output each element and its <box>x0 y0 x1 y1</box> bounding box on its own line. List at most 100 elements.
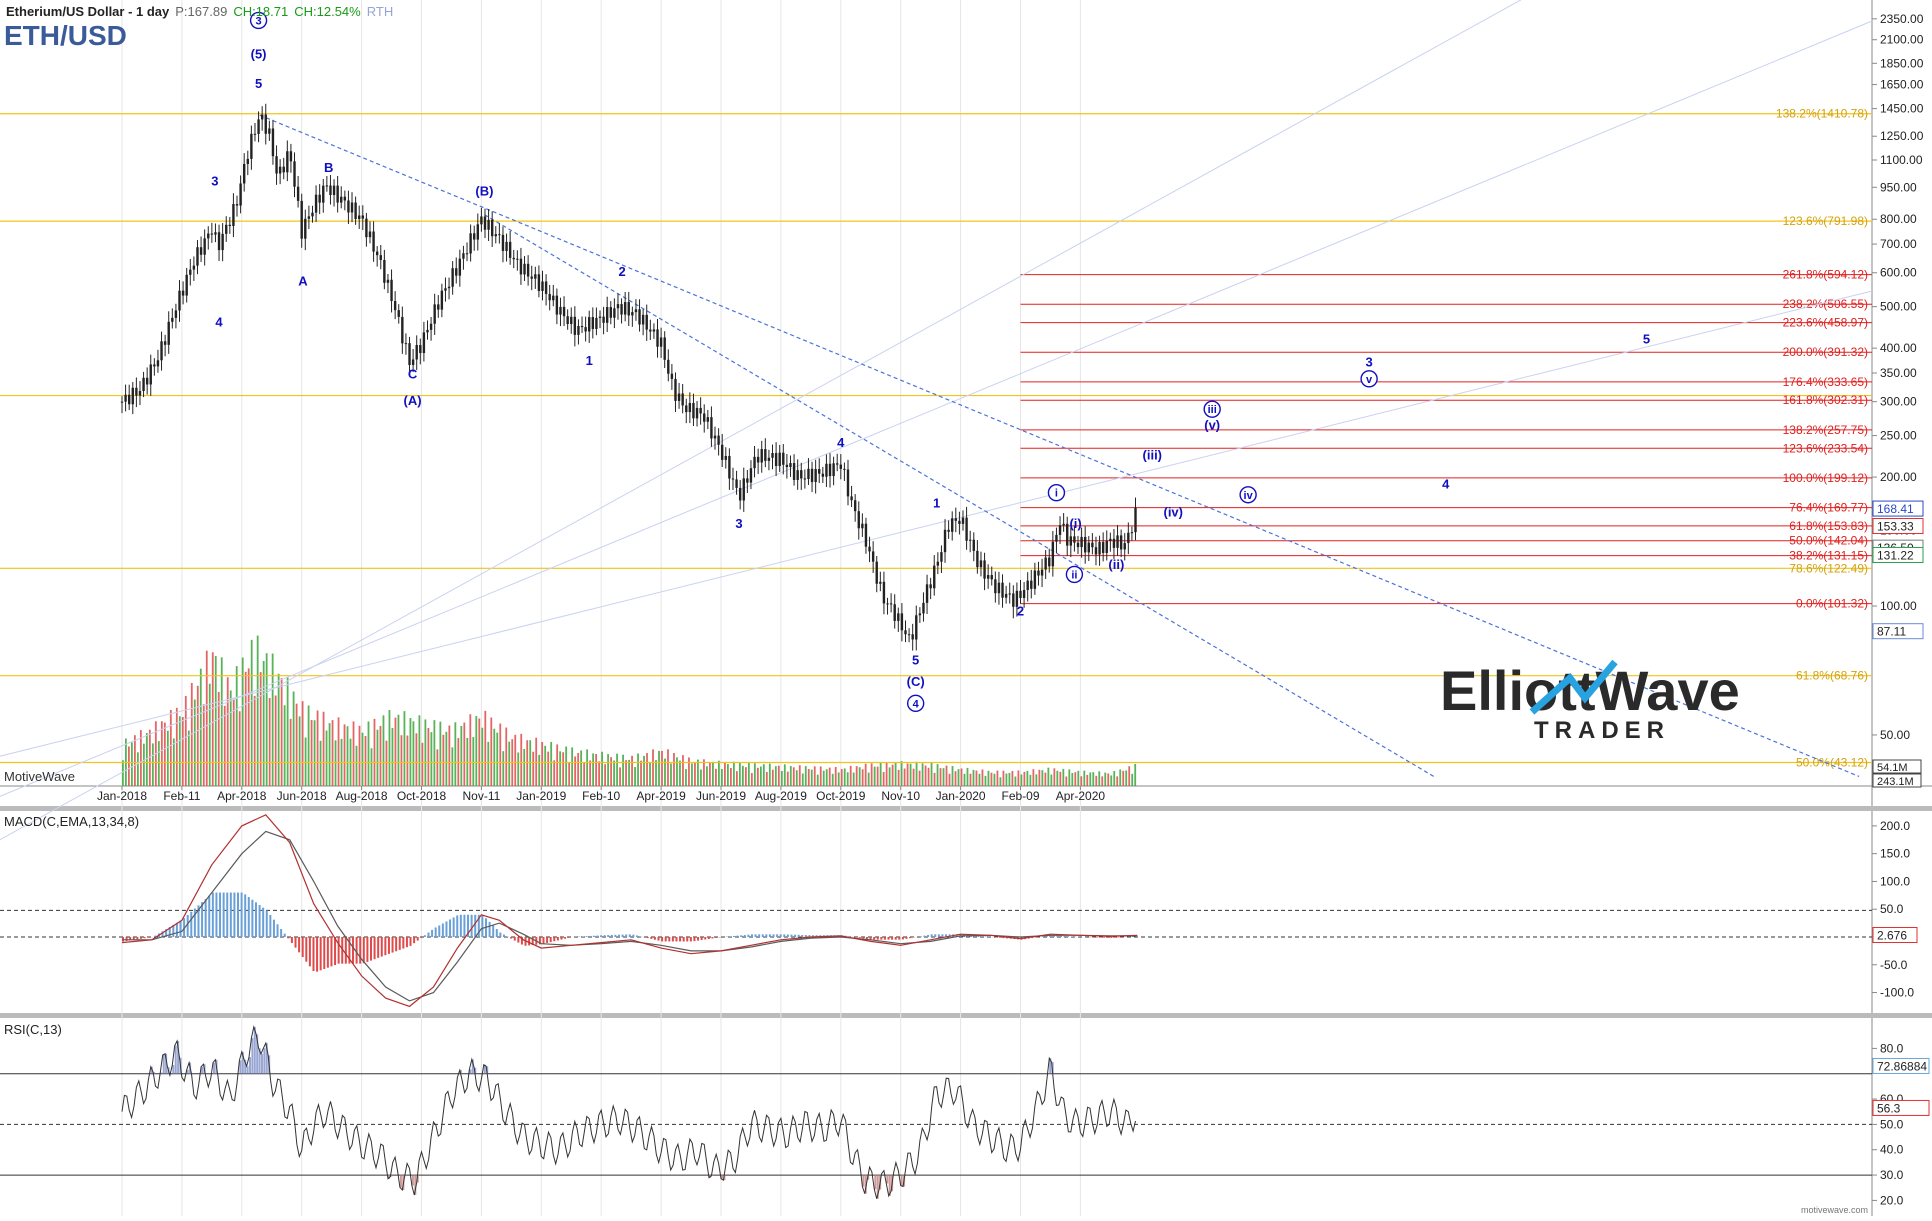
volume-bar <box>514 735 516 786</box>
macd-histogram-bar <box>374 937 376 959</box>
volume-bar <box>278 674 280 786</box>
volume-bar <box>889 767 891 786</box>
volume-bar <box>994 774 996 786</box>
candle-body <box>577 326 579 335</box>
macd-histogram-bar <box>1060 936 1062 937</box>
macd-histogram-bar <box>420 937 422 938</box>
volume-bar <box>760 767 762 786</box>
rsi-tick-label: 50.0 <box>1880 1117 1904 1131</box>
rsi-overbought-fill <box>251 1038 253 1074</box>
candle-body <box>703 413 705 421</box>
volume-bar <box>970 774 972 786</box>
volume-bar <box>395 718 397 786</box>
volume-bar <box>652 749 654 786</box>
volume-bar <box>1062 769 1064 786</box>
volume-bar <box>640 761 642 786</box>
macd-histogram-bar <box>690 937 692 941</box>
volume-badge-label: 54.1M <box>1877 762 1908 774</box>
volume-bar <box>655 760 657 786</box>
volume-bar <box>523 749 525 786</box>
volume-bar <box>619 767 621 786</box>
macd-tick-label: -100.0 <box>1880 986 1914 1000</box>
macd-histogram-bar <box>140 937 142 939</box>
candle-body <box>408 343 410 365</box>
volume-bar <box>302 701 304 786</box>
macd-histogram-bar <box>614 935 616 937</box>
candle-body <box>879 582 881 584</box>
candle-body <box>1127 533 1129 543</box>
candle-body <box>904 630 906 634</box>
candle-body <box>326 185 328 186</box>
volume-bar <box>371 748 373 786</box>
macd-histogram-bar <box>402 937 404 949</box>
volume-bar <box>688 757 690 786</box>
volume-bar <box>386 741 388 786</box>
candle-body <box>1041 570 1043 576</box>
candle-body <box>804 478 806 479</box>
macd-histogram-bar <box>136 937 138 939</box>
volume-bar <box>799 765 801 786</box>
volume-bar <box>221 657 223 786</box>
volume-bar <box>335 740 337 786</box>
macd-histogram-bar <box>305 937 307 962</box>
macd-histogram-bar <box>377 937 379 958</box>
candle-body <box>372 232 374 252</box>
candle-body <box>865 524 867 547</box>
candle-body <box>1080 537 1082 547</box>
candle-body <box>710 417 712 438</box>
macd-histogram-bar <box>1103 937 1105 938</box>
candle-body <box>771 453 773 458</box>
candle-body <box>185 275 187 296</box>
candle-body <box>876 562 878 584</box>
wave-label: iv <box>1244 490 1254 502</box>
candle-body <box>541 281 543 290</box>
volume-bar <box>859 767 861 786</box>
volume-bar <box>946 766 948 786</box>
volume-bar <box>469 714 471 786</box>
x-tick-label: Feb-11 <box>163 789 200 803</box>
candle-body <box>142 378 144 391</box>
volume-bar <box>700 770 702 786</box>
macd-histogram-bar <box>190 912 192 937</box>
wave-label: 4 <box>215 314 223 329</box>
candle-body <box>365 219 367 238</box>
volume-bar <box>958 769 960 786</box>
candle-body <box>566 316 568 324</box>
candle-body <box>405 343 407 344</box>
volume-bar <box>1056 771 1058 786</box>
candle-body <box>911 634 913 639</box>
volume-bar <box>823 771 825 786</box>
candle-body <box>272 128 274 156</box>
candle-body <box>818 469 820 474</box>
volume-bar <box>430 732 432 786</box>
volume-bar <box>233 699 235 786</box>
candle-body <box>344 197 346 201</box>
volume-bar <box>964 774 966 786</box>
price-tick-label: 400.00 <box>1880 341 1917 355</box>
fib-label-red: 200.0%(391.32) <box>1783 345 1868 359</box>
volume-bar <box>532 752 534 786</box>
volume-bar <box>703 759 705 786</box>
candle-body <box>606 307 608 323</box>
volume-bar <box>961 768 963 786</box>
macd-histogram-bar <box>737 936 739 937</box>
volume-bar <box>529 740 531 786</box>
volume-bar <box>1122 771 1124 786</box>
volume-bar <box>269 698 271 786</box>
candle-body <box>239 183 241 205</box>
macd-histogram-bar <box>618 935 620 937</box>
candle-body <box>656 329 658 346</box>
macd-tick-label: 200.0 <box>1880 819 1910 833</box>
candle-body <box>983 560 985 578</box>
candle-body <box>369 232 371 238</box>
fib-label-red: 161.8%(302.31) <box>1783 393 1868 407</box>
volume-bar <box>571 747 573 786</box>
macd-histogram-bar <box>251 900 253 937</box>
macd-histogram-bar <box>1071 936 1073 937</box>
macd-histogram-bar <box>427 933 429 937</box>
candle-body <box>1102 542 1104 553</box>
macd-histogram-bar <box>625 935 627 937</box>
macd-histogram-bar <box>697 937 699 941</box>
macd-histogram-bar <box>704 937 706 939</box>
volume-bar <box>1009 773 1011 786</box>
